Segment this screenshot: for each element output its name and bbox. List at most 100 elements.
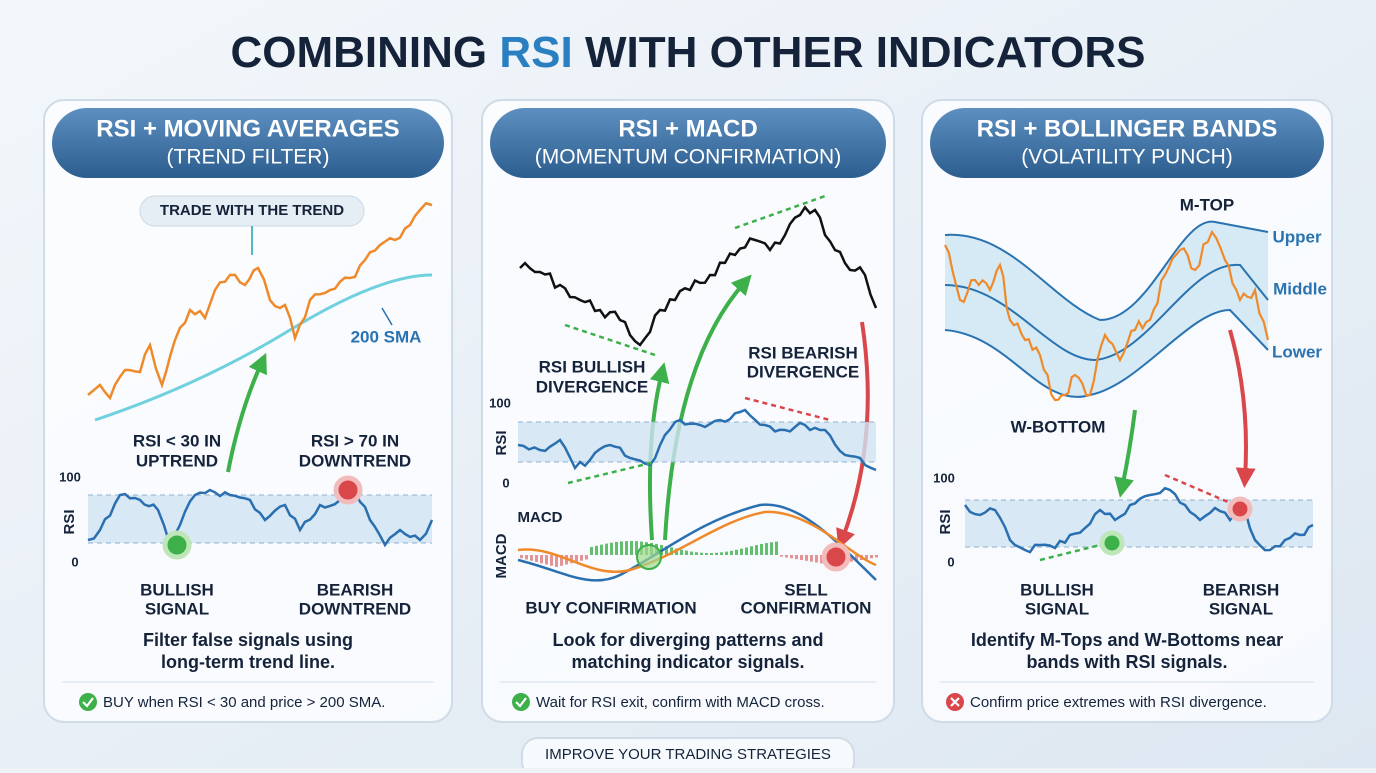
histogram-bar (555, 555, 558, 567)
histogram-bar (525, 555, 528, 560)
axis-title: RSI (61, 509, 78, 534)
signal-label: SELL (784, 580, 827, 599)
annotation: DIVERGENCE (747, 362, 859, 381)
histogram-bar (730, 550, 733, 555)
title-highlight: RSI (499, 28, 572, 77)
footer-pill (521, 737, 855, 773)
histogram-bar (875, 555, 878, 558)
annotation: RSI < 30 IN (133, 431, 221, 450)
histogram-bar (805, 555, 808, 561)
signal-label: SIGNAL (1209, 599, 1273, 618)
rsi-band (965, 500, 1313, 547)
annotation: W-BOTTOM (1011, 417, 1106, 436)
connector (381, 307, 393, 326)
histogram-bar (550, 555, 553, 566)
axis-label: 100 (933, 470, 955, 485)
histogram-bar (605, 543, 608, 555)
annotation: DIVERGENCE (536, 377, 648, 396)
histogram-bar (630, 541, 633, 555)
axis-label: 100 (489, 395, 511, 410)
signal-label: BUY CONFIRMATION (525, 598, 696, 617)
band-label: Upper (1272, 227, 1322, 246)
upper-band (944, 220, 1269, 322)
description: Filter false signals using (143, 630, 353, 650)
rsi-band (88, 495, 432, 543)
histogram-bar (685, 550, 688, 555)
signal-label: BEARISH (317, 580, 394, 599)
histogram-bar (670, 547, 673, 555)
signal-label: BULLISH (140, 580, 214, 599)
histogram-bar (580, 555, 583, 561)
histogram-bar (785, 555, 788, 558)
histogram-bar (795, 555, 798, 560)
rsi-line (517, 408, 877, 472)
signal-dot (1099, 530, 1125, 556)
rsi-band (518, 422, 876, 462)
histogram-bar (725, 551, 728, 555)
histogram-bar (800, 555, 803, 560)
price-line (944, 229, 1270, 402)
check-icon (512, 693, 530, 711)
histogram-bar (595, 545, 598, 555)
histogram-bar (865, 555, 868, 560)
trend-label: TRADE WITH THE TREND (160, 202, 344, 219)
annotation: M-TOP (1180, 195, 1234, 214)
signal-dot (821, 542, 851, 572)
check-mark (82, 697, 94, 708)
price-line (519, 205, 878, 347)
histogram-bar (520, 555, 523, 559)
middle-band (944, 263, 1269, 362)
histogram-bar (870, 555, 873, 559)
histogram-bar (690, 551, 693, 555)
histogram-bar (635, 541, 638, 555)
axis-label: 0 (71, 554, 78, 569)
divergence-line (1039, 541, 1109, 562)
divergence-line (1164, 473, 1236, 507)
histogram-bar (540, 555, 543, 564)
histogram-bar (560, 555, 563, 566)
tip: Wait for RSI exit, confirm with MACD cro… (536, 694, 825, 711)
axis-title: MACD (493, 533, 510, 578)
macd-label: MACD (518, 509, 563, 526)
panel-header (930, 108, 1324, 178)
histogram-bar (750, 546, 753, 555)
histogram-bar (850, 555, 853, 562)
description: long-term trend line. (161, 652, 335, 672)
histogram-bar (735, 549, 738, 555)
histogram-bar (755, 545, 758, 555)
annotation: DOWNTREND (299, 451, 411, 470)
x-mark (950, 697, 960, 707)
histogram-bar (625, 541, 628, 555)
header-title: RSI + MOVING AVERAGES (96, 115, 399, 142)
title: COMBINING RSI WITH OTHER INDICATORS (230, 28, 1145, 77)
histogram-bar (765, 543, 768, 555)
check-icon (79, 693, 97, 711)
histogram-bar (780, 555, 783, 557)
sma-line (94, 273, 433, 422)
histogram-bar (855, 555, 858, 561)
header-subtitle: (MOMENTUM CONFIRMATION) (535, 146, 841, 169)
histogram-bar (790, 555, 793, 559)
signal-label: BEARISH (1203, 580, 1280, 599)
panel (921, 99, 1333, 723)
axis-label: 100 (59, 469, 81, 484)
panel-header (490, 108, 886, 178)
annotation: RSI BULLISH (539, 357, 646, 376)
histogram-bar (720, 552, 723, 555)
histogram-bar (535, 555, 538, 562)
histogram-bar (665, 546, 668, 555)
annotation: RSI BEARISH (748, 343, 858, 362)
arrow (1114, 409, 1137, 498)
header-subtitle: (TREND FILTER) (167, 146, 330, 169)
histogram-bar (810, 555, 813, 562)
panel (43, 99, 453, 723)
histogram-bar (530, 555, 533, 561)
arrow (226, 352, 267, 473)
signal-label: CONFIRMATION (741, 598, 872, 617)
check-mark (515, 697, 527, 708)
price-line (87, 201, 433, 401)
histogram-bar (620, 541, 623, 555)
description: matching indicator signals. (571, 652, 804, 672)
